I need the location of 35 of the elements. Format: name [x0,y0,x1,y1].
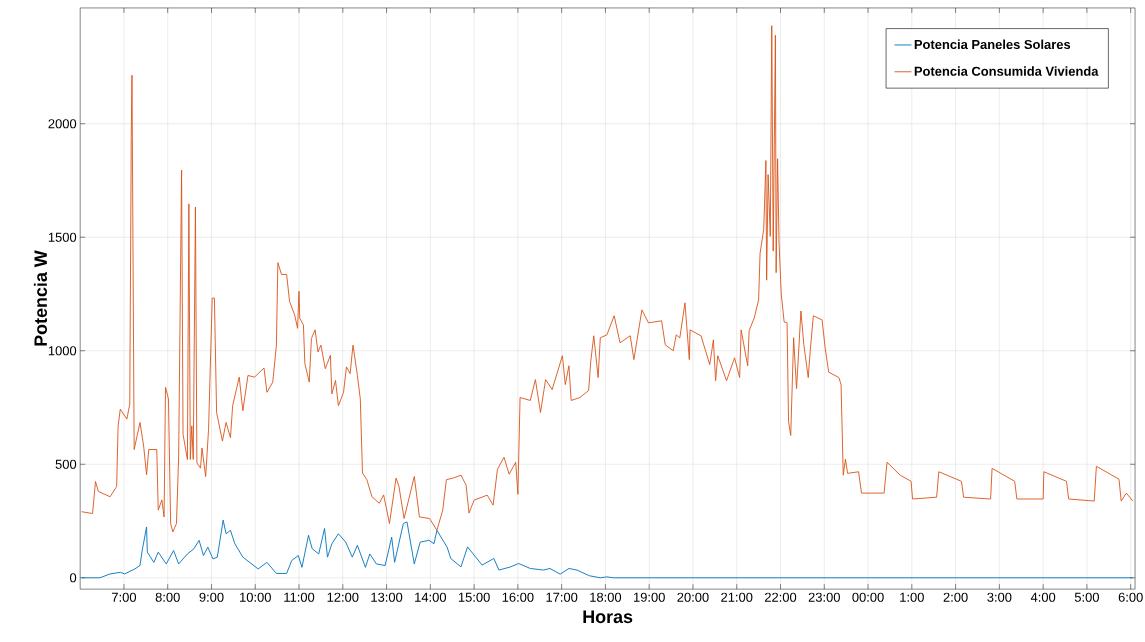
x-tick-label: 19:00 [633,592,665,602]
legend-label: Potencia Paneles Solares [914,39,1071,50]
x-tick-label: 16:00 [502,592,534,602]
x-tick-label: 21:00 [721,592,753,602]
y-tick-label: 1000 [48,346,77,356]
y-axis-title: Potencia W [33,250,48,346]
y-tick-label: 1500 [48,232,77,242]
x-tick-label: 8:00 [155,592,180,602]
y-tick-label: 2000 [48,119,77,129]
x-tick-label: 22:00 [764,592,797,602]
x-tick-label: 23:00 [808,592,840,602]
x-tick-label: 13:00 [371,592,403,602]
x-tick-label: 10:00 [240,592,271,602]
y-tick-label: 0 [69,573,77,583]
x-tick-label: 3:00 [987,592,1012,602]
x-tick-label: 7:00 [112,592,137,602]
x-tick-label: 00:00 [852,592,884,602]
x-tick-label: 17:00 [546,592,578,602]
x-tick-label: 1:00 [900,592,924,602]
x-axis-title: Horas [583,610,633,624]
x-tick-label: 18:00 [590,592,622,602]
x-tick-label: 5:00 [1074,592,1099,602]
x-tick-label: 6:00 [1118,592,1143,602]
x-tick-label: 14:00 [415,592,447,602]
x-tick-label: 12:00 [327,592,359,602]
x-tick-label: 11:00 [284,592,315,602]
line-series [81,25,1134,533]
x-tick-label: 9:00 [199,592,224,602]
legend-label: Potencia Consumida Vivienda [914,66,1099,76]
x-tick-label: 2:00 [943,592,968,602]
y-tick-label: 500 [55,459,77,469]
x-tick-label: 4:00 [1030,592,1056,602]
x-tick-label: 15:00 [458,592,490,602]
x-tick-label: 20:00 [677,592,709,602]
line-series [81,519,1134,579]
